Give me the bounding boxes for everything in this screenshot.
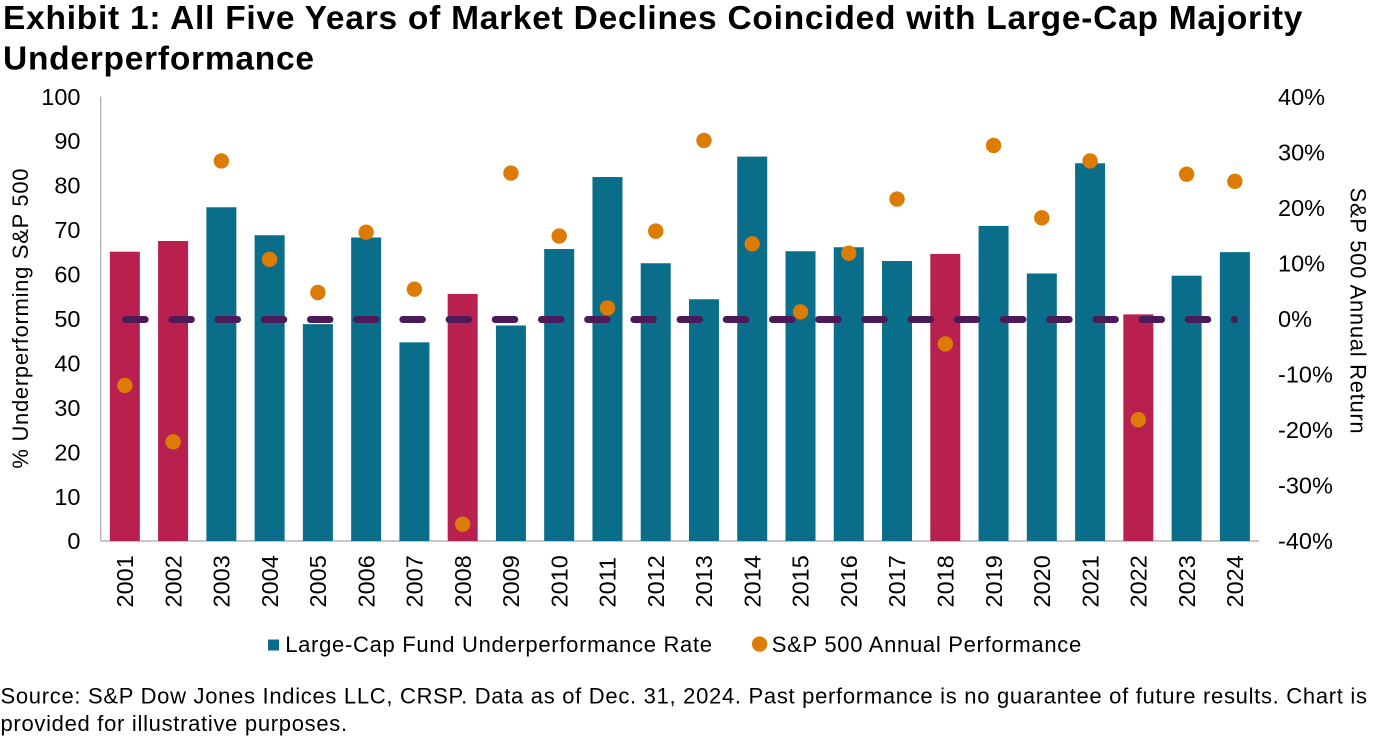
svg-text:70: 70 [54, 217, 80, 243]
svg-text:2024: 2024 [1222, 555, 1248, 607]
svg-text:2018: 2018 [932, 555, 958, 607]
svg-text:2005: 2005 [305, 555, 331, 607]
svg-text:2012: 2012 [643, 555, 669, 607]
svg-text:2023: 2023 [1174, 555, 1200, 607]
svg-text:40%: 40% [1278, 84, 1325, 110]
svg-text:10: 10 [54, 484, 80, 510]
svg-text:% Underperforming S&P 500: % Underperforming S&P 500 [8, 168, 33, 469]
svg-text:2016: 2016 [836, 555, 862, 607]
svg-text:2021: 2021 [1077, 555, 1103, 607]
svg-text:2010: 2010 [546, 555, 572, 607]
svg-text:-40%: -40% [1278, 528, 1333, 554]
svg-text:Underperformance: Underperformance [3, 40, 315, 77]
svg-text:50: 50 [54, 306, 80, 332]
svg-text:2015: 2015 [788, 555, 814, 607]
svg-text:S&P 500 Annual Return: S&P 500 Annual Return [1345, 188, 1370, 435]
svg-text:-20%: -20% [1278, 417, 1333, 443]
svg-text:30: 30 [54, 395, 80, 421]
svg-text:Source: S&P Dow Jones Indices: Source: S&P Dow Jones Indices LLC, CRSP.… [1, 683, 1368, 708]
svg-text:provided for illustrative purp: provided for illustrative purposes. [1, 711, 348, 736]
svg-text:-10%: -10% [1278, 362, 1333, 388]
svg-text:2017: 2017 [884, 555, 910, 607]
svg-text:Large-Cap Fund Underperformanc: Large-Cap Fund Underperformance Rate [285, 632, 713, 657]
svg-text:80: 80 [54, 173, 80, 199]
svg-text:0: 0 [67, 528, 80, 554]
svg-text:100: 100 [41, 84, 80, 110]
svg-text:-30%: -30% [1278, 473, 1333, 499]
svg-text:0%: 0% [1278, 306, 1312, 332]
svg-text:2004: 2004 [257, 555, 283, 607]
svg-text:2006: 2006 [353, 555, 379, 607]
svg-text:2014: 2014 [739, 555, 765, 607]
svg-text:20: 20 [54, 439, 80, 465]
svg-text:2007: 2007 [402, 555, 428, 607]
svg-text:90: 90 [54, 128, 80, 154]
svg-text:Exhibit 1: All Five Years of M: Exhibit 1: All Five Years of Market Decl… [3, 0, 1303, 37]
svg-text:2020: 2020 [1029, 555, 1055, 607]
svg-text:40: 40 [54, 350, 80, 376]
svg-text:2013: 2013 [691, 555, 717, 607]
svg-text:2002: 2002 [160, 555, 186, 607]
svg-text:20%: 20% [1278, 195, 1325, 221]
svg-text:2008: 2008 [450, 555, 476, 607]
svg-text:2011: 2011 [595, 557, 621, 608]
svg-text:30%: 30% [1278, 139, 1325, 165]
svg-text:S&P 500 Annual Performance: S&P 500 Annual Performance [772, 632, 1082, 657]
svg-text:2022: 2022 [1126, 555, 1152, 607]
svg-text:60: 60 [54, 262, 80, 288]
svg-text:2001: 2001 [112, 555, 138, 607]
svg-text:2009: 2009 [498, 555, 524, 607]
svg-text:2019: 2019 [981, 555, 1007, 607]
svg-text:2003: 2003 [209, 555, 235, 607]
svg-text:10%: 10% [1278, 250, 1325, 276]
